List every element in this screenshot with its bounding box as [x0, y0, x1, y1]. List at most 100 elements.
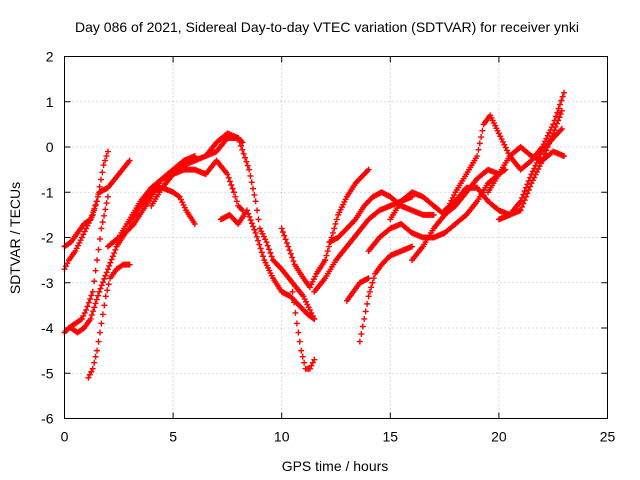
series-track-9	[202, 130, 318, 322]
y-tick-label: 1	[46, 94, 54, 110]
data-point	[266, 246, 273, 253]
data-point	[99, 279, 106, 286]
data-point	[92, 202, 99, 209]
data-point	[286, 247, 293, 254]
data-point	[85, 374, 92, 381]
data-point	[251, 226, 258, 233]
data-point	[102, 157, 109, 164]
data-point	[102, 293, 109, 300]
data-point	[322, 257, 329, 264]
x-tick-label: 10	[274, 429, 290, 445]
data-point	[285, 243, 292, 250]
data-point	[98, 320, 105, 327]
data-point	[290, 258, 297, 265]
data-point	[362, 308, 369, 315]
data-point	[527, 174, 534, 181]
data-point	[559, 93, 566, 100]
data-point	[225, 174, 232, 181]
data-point	[264, 242, 271, 249]
data-point	[104, 266, 111, 273]
data-point	[520, 191, 527, 198]
data-point	[240, 150, 247, 157]
data-point	[474, 153, 481, 160]
data-point	[94, 193, 101, 200]
data-point	[251, 191, 258, 198]
data-point	[97, 285, 104, 292]
data-point	[230, 189, 237, 196]
data-point	[247, 172, 254, 179]
data-point	[263, 239, 270, 246]
data-point	[333, 216, 340, 223]
data-point	[281, 232, 288, 239]
y-tick-label: -1	[41, 184, 54, 200]
data-point	[89, 211, 96, 218]
data-point	[517, 207, 524, 214]
data-point	[108, 256, 115, 263]
data-point	[245, 210, 252, 217]
data-point	[324, 248, 331, 255]
data-point	[102, 206, 109, 213]
data-point	[332, 220, 339, 227]
data-point	[224, 171, 231, 178]
data-point	[558, 107, 565, 114]
data-point	[104, 193, 111, 200]
series-track-5	[85, 261, 133, 381]
data-point	[329, 229, 336, 236]
data-point	[552, 123, 559, 130]
data-point	[308, 362, 315, 369]
data-point	[103, 153, 110, 160]
data-point	[366, 288, 373, 295]
series-track-10	[217, 207, 318, 322]
data-point	[111, 250, 118, 257]
data-point	[109, 253, 116, 260]
data-point	[255, 216, 262, 223]
data-point	[296, 338, 303, 345]
data-point	[87, 296, 94, 303]
data-point	[85, 299, 92, 306]
data-point	[267, 249, 274, 256]
data-point	[98, 225, 105, 232]
data-point	[83, 306, 90, 313]
data-point	[252, 198, 259, 205]
data-point	[91, 304, 98, 311]
data-point	[365, 275, 372, 282]
data-point	[104, 148, 111, 155]
data-point	[292, 309, 299, 316]
data-point	[101, 212, 108, 219]
data-point	[409, 243, 416, 250]
series-track-11	[289, 288, 318, 372]
data-point	[99, 311, 106, 318]
data-point	[191, 220, 198, 227]
data-point	[242, 154, 249, 161]
data-point	[92, 267, 99, 274]
data-point	[99, 219, 106, 226]
data-point	[524, 181, 531, 188]
data-point	[236, 138, 243, 145]
series-track-12	[278, 225, 329, 291]
data-point	[81, 309, 88, 316]
data-point	[331, 225, 338, 232]
data-point	[248, 179, 255, 186]
data-point	[365, 166, 372, 173]
data-point	[243, 207, 250, 214]
data-point	[235, 134, 242, 141]
y-axis-label: SDTVAR / TECUs	[7, 182, 23, 294]
x-axis-label: GPS time / hours	[282, 458, 389, 474]
data-point	[364, 300, 371, 307]
series-track-16	[343, 275, 372, 304]
data-point	[227, 178, 234, 185]
data-point	[280, 229, 287, 236]
data-point	[88, 312, 95, 319]
data-point	[311, 356, 318, 363]
data-point	[518, 203, 525, 210]
x-tick-label: 0	[61, 429, 69, 445]
data-point	[84, 303, 91, 310]
data-point	[96, 288, 103, 295]
grid	[64, 56, 608, 419]
data-point	[289, 254, 296, 261]
data-point	[78, 315, 85, 322]
data-point	[430, 211, 437, 218]
series-track-20	[409, 89, 568, 264]
data-point	[287, 250, 294, 257]
